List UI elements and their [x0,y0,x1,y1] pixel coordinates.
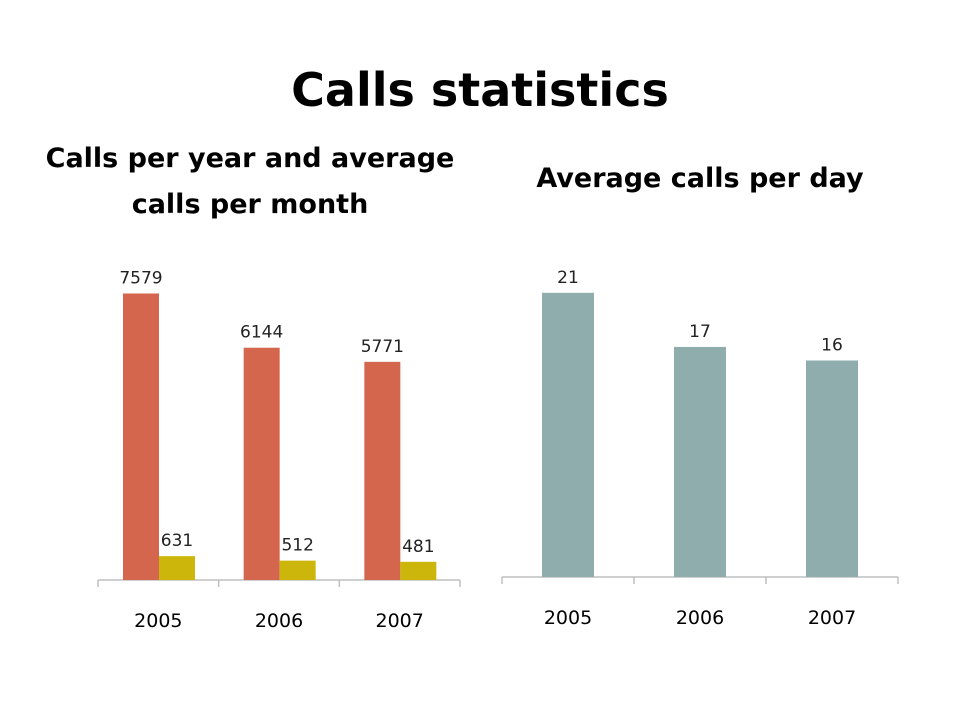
bar-avg-calls-per-month-2007 [400,561,437,580]
bar-avg-calls-per-day-2006 [674,346,726,577]
bar-avg-calls-per-day-2005 [542,292,594,577]
left-chart: 7579 631 2005 6144 512 2006 5771 481 2007 [97,268,461,632]
data-label-avg-calls-per-day-2006: 17 [689,322,711,342]
bar-avg-calls-per-day-2007 [806,360,858,577]
data-label-calls-per-year-2005: 7579 [119,268,162,288]
data-label-calls-per-year-2006: 6144 [240,323,283,343]
x-tick-label-2005: 2005 [544,607,592,629]
chart-title-calls-per-year: Calls per year and average calls per mon… [45,143,455,220]
x-tick-label-2007: 2007 [808,607,856,629]
page-title: Calls statistics [291,63,669,117]
data-label-avg-calls-per-month-2006: 512 [281,536,313,556]
bar-calls-per-year-2006 [243,347,280,580]
bar-calls-per-year-2005 [123,293,159,580]
bar-calls-per-year-2007 [364,361,401,580]
bar-avg-calls-per-month-2005 [159,556,195,580]
data-label-avg-calls-per-month-2007: 481 [402,537,434,557]
x-tick-label-2006: 2006 [676,607,724,629]
bar-avg-calls-per-month-2006 [279,560,316,580]
data-label-avg-calls-per-day-2005: 21 [557,268,579,288]
chart-title-calls-per-day: Average calls per day [536,163,864,194]
data-label-calls-per-year-2007: 5771 [361,337,404,357]
right-chart: 21 2005 17 2006 16 2007 [501,268,899,629]
x-tick-label-2005: 2005 [134,610,182,632]
x-tick-label-2007: 2007 [375,610,423,632]
data-label-avg-calls-per-month-2005: 631 [161,531,193,551]
data-label-avg-calls-per-day-2007: 16 [821,335,843,355]
x-tick-label-2006: 2006 [255,610,303,632]
